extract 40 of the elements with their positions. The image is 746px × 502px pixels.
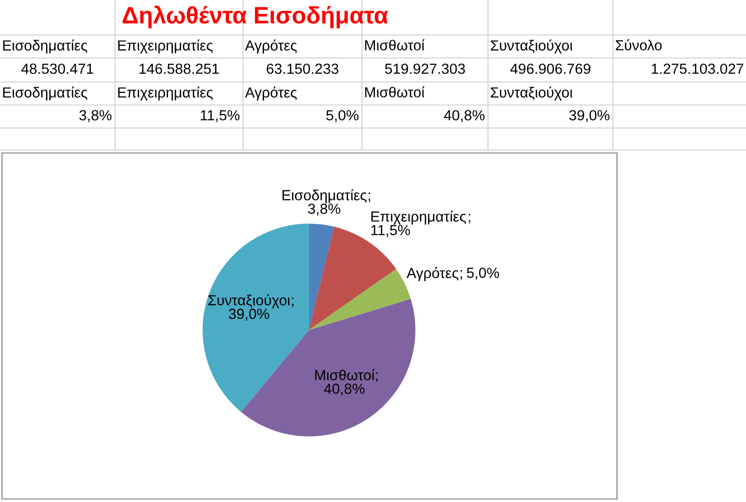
text: Αγρότες — [245, 39, 297, 54]
pie-slice — [202, 224, 309, 412]
data-label: 40,8% — [324, 384, 365, 396]
text: 146.588.251 — [140, 64, 219, 74]
text: ; — [376, 372, 378, 382]
text: Αγρότες — [245, 86, 297, 101]
slice-label: Αγρότες — [406, 267, 458, 282]
slice-label: Επιχειρηματίες — [371, 210, 466, 225]
text: Μισθωτοί — [365, 39, 424, 50]
data-label: 39,0% — [228, 308, 270, 321]
text: ; — [368, 192, 370, 202]
text: Συνταξιούχοι — [490, 86, 572, 100]
text: ; — [468, 214, 470, 224]
text: Εισοδηματίες — [3, 39, 88, 54]
text: Σύνολο — [616, 39, 662, 50]
data-label: 3,8% — [308, 204, 340, 216]
text: 519.927.303 — [385, 64, 465, 74]
slice-label: Εισοδηματίες — [282, 189, 367, 204]
text: Εισοδηματίες — [3, 86, 88, 100]
text: ; — [460, 270, 462, 280]
text: ; — [292, 298, 294, 308]
data-label: 11,5% — [371, 225, 410, 238]
text: 1.275.103.027 — [652, 64, 744, 74]
data-label: 5,0% — [466, 268, 500, 280]
slice-label: Συνταξιούχοι — [208, 294, 290, 308]
pie-slice — [309, 224, 334, 330]
slice-label: Μισθωτοί — [315, 369, 375, 380]
text: 3,8% — [79, 110, 112, 122]
text: Επιχειρηματίες — [118, 39, 213, 54]
text: 5,0% — [326, 110, 358, 122]
text: 11,5% — [200, 110, 240, 122]
text: 496.906.769 — [510, 64, 590, 74]
text: 39,0% — [569, 110, 610, 122]
text: Μισθωτοί — [365, 86, 424, 98]
text: 40,8% — [444, 110, 484, 122]
text: 48.530.471 — [21, 64, 94, 74]
text: Συνταξιούχοι — [490, 39, 572, 54]
text: Δηλωθέντα Εισοδήματα — [122, 6, 388, 28]
text: 63.150.233 — [266, 64, 338, 74]
text: Επιχειρηματίες — [118, 86, 213, 101]
